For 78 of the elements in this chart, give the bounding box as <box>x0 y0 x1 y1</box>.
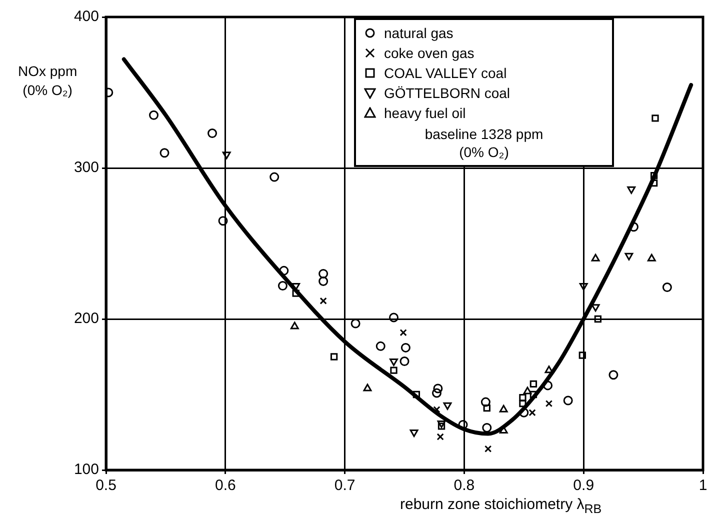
point <box>390 358 398 366</box>
point <box>436 433 444 440</box>
y-tick-label: 400 <box>74 8 99 26</box>
x-tick-label: 0.8 <box>454 477 475 494</box>
y-tick-label: 200 <box>74 310 99 328</box>
point <box>437 420 446 428</box>
y-axis-title: NOx ppm (0% O₂) <box>18 62 78 100</box>
x-tick-label: 0.5 <box>96 477 116 494</box>
point <box>400 356 410 366</box>
point <box>650 180 658 187</box>
x-tick-label: 0.9 <box>573 477 594 494</box>
point <box>443 402 452 410</box>
x-tick-label: 1 <box>698 477 708 494</box>
point <box>292 290 300 297</box>
point <box>594 315 602 323</box>
point <box>400 329 407 336</box>
point <box>647 254 656 262</box>
x-axis-title: reburn zone stoichiometry λ$_{RB}$ <box>400 496 602 516</box>
point <box>318 276 328 286</box>
point <box>432 388 442 398</box>
point <box>652 114 659 122</box>
point <box>160 148 170 158</box>
point <box>410 430 418 437</box>
legend-label: coke oven gas <box>384 45 474 61</box>
point <box>389 312 399 322</box>
point <box>376 341 386 351</box>
point <box>270 172 280 182</box>
point <box>318 268 328 278</box>
point <box>662 282 672 292</box>
point <box>412 390 420 398</box>
point <box>480 397 490 407</box>
point <box>363 384 372 392</box>
legend-label: natural gas <box>384 25 454 41</box>
point <box>400 342 410 352</box>
point <box>591 304 600 312</box>
point <box>390 366 398 374</box>
point <box>483 404 490 412</box>
point <box>330 353 338 360</box>
y-tick-label: 100 <box>74 461 99 478</box>
point <box>578 352 586 359</box>
point <box>519 408 529 418</box>
point <box>519 400 526 408</box>
point <box>438 422 446 430</box>
x-tick-label: 0.7 <box>334 477 356 494</box>
y-tick-label: 300 <box>74 159 99 176</box>
legend-label: GÖTTELBORN coal <box>384 85 510 101</box>
point <box>608 370 618 380</box>
point <box>350 318 360 328</box>
point <box>545 400 553 408</box>
point <box>530 380 538 388</box>
annotation: baseline 1328 ppm (0% O₂) <box>424 125 544 161</box>
point <box>484 445 492 452</box>
point <box>528 409 536 416</box>
point <box>482 422 492 432</box>
point <box>650 172 658 180</box>
point <box>278 281 288 291</box>
point <box>579 283 588 291</box>
point <box>208 128 218 138</box>
legend-label: heavy fuel oil <box>384 105 466 121</box>
point <box>290 322 299 330</box>
point <box>563 396 573 406</box>
point <box>523 386 532 394</box>
point <box>279 266 289 276</box>
point <box>591 254 600 262</box>
legend-label: COAL VALLEY coal <box>384 65 507 81</box>
point <box>543 380 553 390</box>
point <box>458 420 468 430</box>
point <box>627 186 636 194</box>
point <box>149 110 159 120</box>
point <box>222 152 231 160</box>
point <box>218 216 228 226</box>
point <box>433 384 443 394</box>
point <box>629 222 638 232</box>
x-tick-label: 0.6 <box>214 477 236 494</box>
point <box>519 394 526 402</box>
point <box>320 297 327 304</box>
point <box>624 252 634 260</box>
point <box>499 404 508 412</box>
